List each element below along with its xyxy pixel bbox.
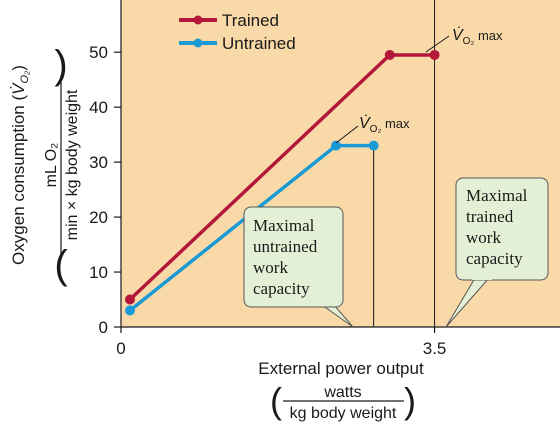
y-axis-unit-right-paren: ) [54,43,67,87]
legend-marker-untrained [193,38,203,48]
x-axis-unit-right-paren: ) [404,380,416,421]
x-axis-unit-numerator: watts [323,384,361,401]
x-axis-unit: ( watts kg body weight ) [270,380,416,422]
vo2max-untrained-label: V̇O₂ max [359,114,410,135]
x-tick-label: 0 [116,339,125,358]
y-tick-label: 10 [89,263,108,282]
trained-data-point [429,49,440,60]
untrained-data-point [124,305,135,316]
y-axis-label: Oxygen consumption (V̇O₂) [9,65,31,265]
y-tick-label: 20 [89,208,108,227]
trained-data-point [384,49,395,60]
untrained-data-point [368,140,379,151]
y-axis-title: Oxygen consumption (V̇O₂) [9,65,31,265]
y-tick-label: 50 [89,43,108,62]
y-axis-unit-numerator: mL O₂ [43,143,60,188]
legend-marker-trained [193,15,203,25]
y-axis-unit-left-paren: ( [54,243,68,287]
legend-label-untrained: Untrained [222,34,296,53]
legend-label-trained: Trained [222,11,279,30]
vo2max-untrained-annotation: V̇O₂ max [335,114,410,144]
untrained-callout-text: Maximal untrained work capacity [253,216,321,298]
x-axis-unit-denominator: kg body weight [290,405,397,422]
trained-data-point [124,294,135,305]
legend: Trained Untrained [179,11,296,53]
y-tick-label: 30 [89,153,108,172]
untrained-capacity-callout: Maximal untrained work capacity [243,206,354,328]
y-tick-label: 40 [89,98,108,117]
vo2max-trained-annotation: V̇O₂ max [425,26,503,53]
vo2max-trained-leader [425,35,450,53]
trained-callout-text: Maximal trained work capacity [466,186,532,268]
x-axis-label: External power output [258,359,424,378]
untrained-callout-box [243,206,344,308]
trained-capacity-callout: Maximal trained work capacity [445,177,549,328]
vo2max-untrained-leader [335,125,359,144]
x-tick-label: 3.5 [423,339,447,358]
untrained-data-point [331,140,342,151]
trained-callout-box [455,177,549,281]
y-axis-unit-denominator: min × kg body weight [64,89,81,240]
x-axis-unit-left-paren: ( [270,380,282,421]
vo2max-trained-label: V̇O₂ max [452,26,503,47]
y-axis-unit: mL O₂ min × kg body weight ( ) [43,43,81,287]
y-tick-label: 0 [99,318,108,337]
